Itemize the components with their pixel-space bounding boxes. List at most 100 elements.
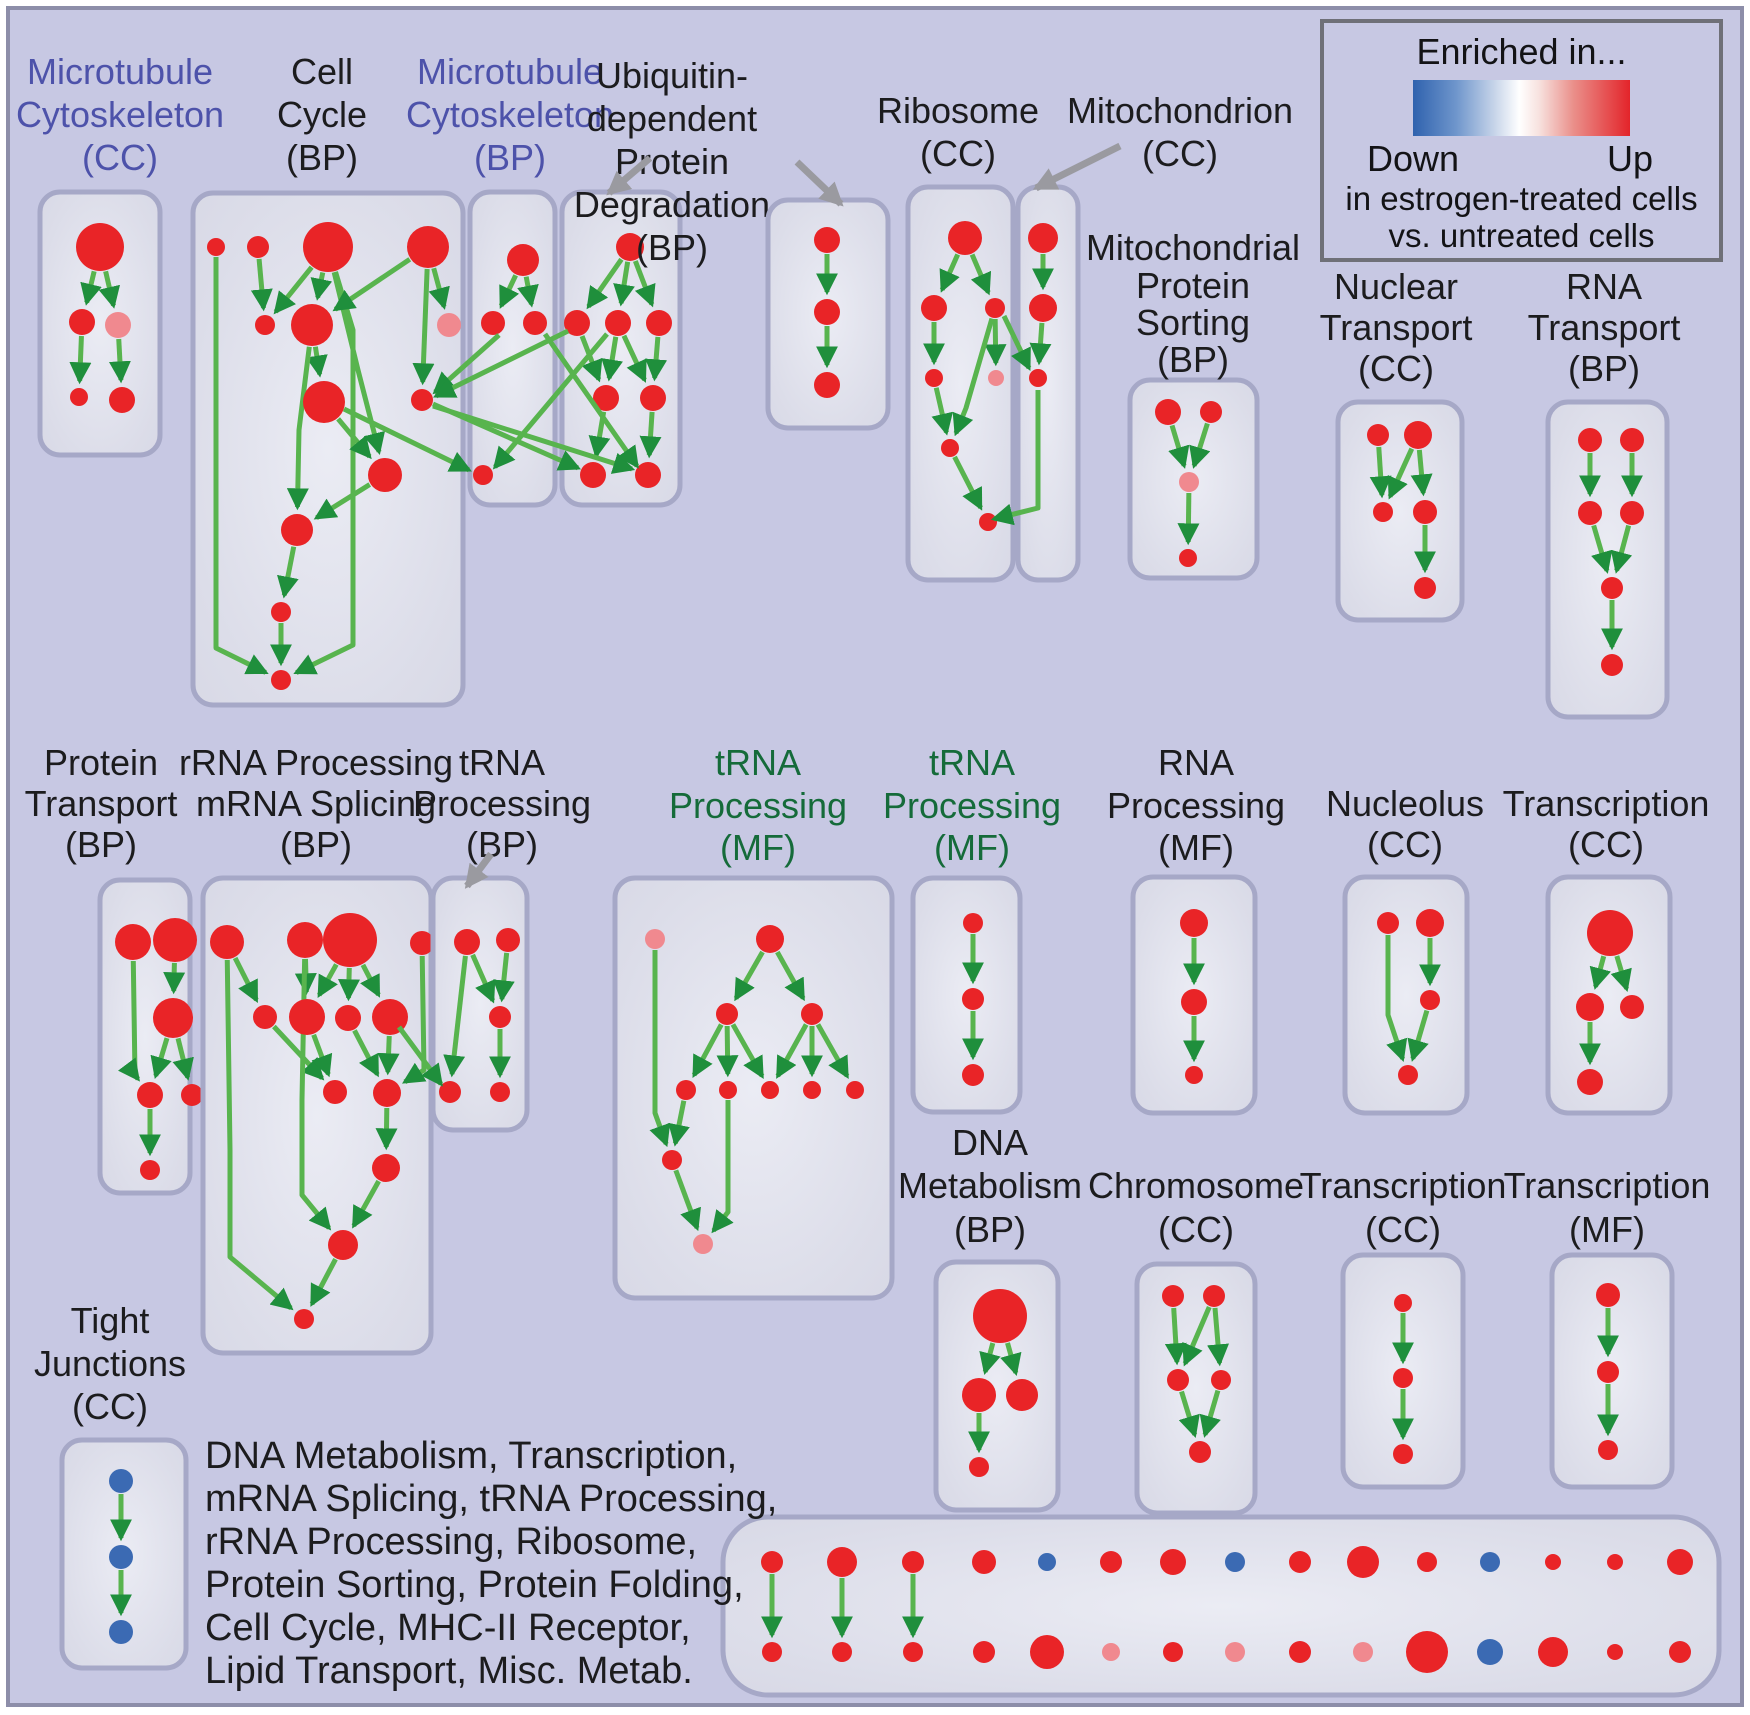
shared-terms-footnote-line: Lipid Transport, Misc. Metab. xyxy=(205,1650,693,1692)
shared-terms-footnote-line: Cell Cycle, MHC-II Receptor, xyxy=(205,1607,691,1649)
edge xyxy=(952,455,983,511)
go-term-node xyxy=(1667,1549,1693,1575)
go-term-node xyxy=(605,310,631,336)
cluster-label: Microtubule xyxy=(417,51,603,92)
edge xyxy=(1410,449,1433,497)
edge xyxy=(310,271,333,301)
go-term-node xyxy=(1179,549,1197,567)
cluster-label: Chromosome xyxy=(1088,1165,1304,1206)
go-term-node xyxy=(593,385,619,411)
edge xyxy=(172,1037,194,1081)
cluster-label: Processing xyxy=(413,783,591,824)
cluster-box xyxy=(1342,874,1470,1116)
edge xyxy=(1610,524,1633,574)
edge xyxy=(673,1169,701,1232)
cluster-chromosome-cc: Chromosome(CC) xyxy=(1088,1165,1304,1516)
go-term-node xyxy=(271,602,291,622)
cluster-label: Cell xyxy=(291,51,353,92)
cluster-mitochondrion-cc: Mitochondrion(CC) xyxy=(1015,90,1293,583)
go-term-node xyxy=(1587,910,1633,956)
go-term-node xyxy=(1163,1642,1183,1662)
go-term-node xyxy=(69,309,95,335)
go-term-node xyxy=(372,1154,400,1182)
edge xyxy=(984,318,1007,367)
go-term-node xyxy=(827,1547,857,1577)
go-term-node xyxy=(973,1641,995,1663)
cluster-box xyxy=(933,1259,1061,1513)
label-pointer-arrow xyxy=(464,851,494,889)
go-term-node xyxy=(1578,428,1602,452)
edge xyxy=(1189,422,1211,469)
cluster-transcription-cc-mid: Transcription(CC) xyxy=(1503,783,1709,1116)
go-term-node xyxy=(105,312,131,338)
edge xyxy=(492,952,515,1003)
edge xyxy=(352,1029,380,1078)
go-term-node xyxy=(1597,1361,1619,1383)
go-term-node xyxy=(1545,1554,1561,1570)
cluster-label: (CC) xyxy=(1142,133,1218,174)
cluster-label: (CC) xyxy=(1367,824,1443,865)
edge xyxy=(1168,424,1190,469)
cluster-label: tRNA xyxy=(459,742,545,783)
cross-cluster-edge xyxy=(990,390,1041,526)
go-term-node xyxy=(303,381,345,423)
cluster-label: Degradation xyxy=(574,184,770,225)
go-term-node xyxy=(903,1642,923,1662)
go-term-node xyxy=(496,928,520,952)
go-term-node xyxy=(372,999,408,1035)
go-term-node xyxy=(972,1550,996,1574)
legend: Enriched in... Down Up in estrogen-treat… xyxy=(1320,19,1723,262)
edge xyxy=(775,950,806,1002)
edge xyxy=(711,1100,734,1234)
go-term-node xyxy=(580,462,606,488)
edge xyxy=(939,253,960,293)
go-term-node xyxy=(1420,990,1440,1010)
go-term-node xyxy=(407,226,449,268)
go-term-node xyxy=(1406,1631,1448,1673)
go-term-node xyxy=(481,311,505,335)
cluster-label: Junctions xyxy=(34,1343,186,1384)
edge xyxy=(775,1023,809,1079)
go-term-node xyxy=(803,1081,821,1099)
go-term-node xyxy=(973,1289,1027,1343)
edge xyxy=(1610,955,1632,992)
edge xyxy=(313,482,372,520)
go-term-node xyxy=(1413,500,1437,524)
cluster-label: Protein xyxy=(44,742,158,783)
cluster-label: (CC) xyxy=(82,137,158,178)
go-term-node xyxy=(1596,1283,1620,1307)
edge xyxy=(250,258,273,312)
edge xyxy=(1591,524,1613,574)
go-term-node xyxy=(645,929,665,949)
go-term-node xyxy=(1347,1546,1379,1578)
go-term-node xyxy=(635,462,661,488)
go-term-node xyxy=(1289,1551,1311,1573)
cluster-label: RNA xyxy=(1566,266,1642,307)
go-term-node xyxy=(662,1150,682,1170)
edge xyxy=(375,1107,398,1151)
go-term-node xyxy=(323,913,377,967)
edge xyxy=(470,953,496,1004)
go-term-node xyxy=(761,1551,783,1573)
go-term-node xyxy=(255,315,275,335)
cluster-ubiquitin-degradation-1: Ubiquitin-dependentProteinDegradation(BP… xyxy=(559,55,770,508)
edge xyxy=(716,1025,739,1078)
cluster-box xyxy=(1335,399,1465,623)
go-term-node xyxy=(1203,1285,1225,1307)
edge xyxy=(1178,1390,1200,1438)
go-term-node xyxy=(1576,993,1604,1021)
cluster-label: Ubiquitin- xyxy=(596,55,748,96)
edge xyxy=(150,1037,172,1079)
go-term-node xyxy=(1480,1552,1500,1572)
go-term-node xyxy=(1181,989,1207,1015)
go-term-node xyxy=(153,918,197,962)
go-term-node xyxy=(1601,577,1623,599)
cluster-label: (BP) xyxy=(466,824,538,865)
go-term-node xyxy=(814,372,840,398)
edge xyxy=(69,335,92,385)
